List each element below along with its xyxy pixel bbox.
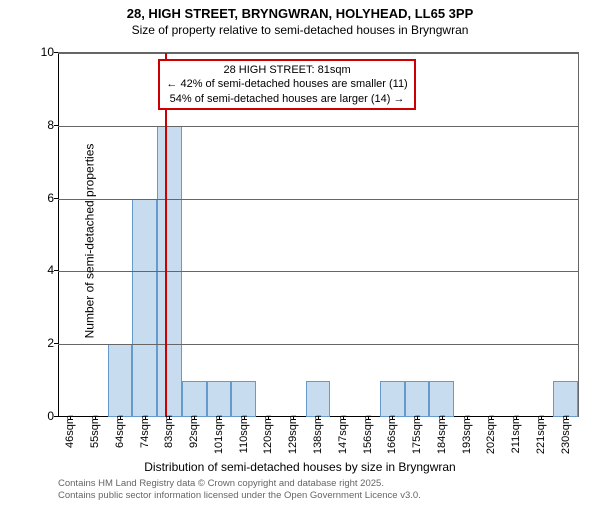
xtick-mark xyxy=(541,416,542,420)
xtick-label: 147sqm xyxy=(337,415,349,465)
xtick-label: 83sqm xyxy=(163,415,175,465)
xtick-mark xyxy=(244,416,245,420)
ytick-label: 6 xyxy=(47,191,54,205)
xtick-label: 175sqm xyxy=(411,415,423,465)
ytick-mark xyxy=(54,270,58,271)
xtick-mark xyxy=(368,416,369,420)
grid-line xyxy=(58,271,578,272)
xtick-mark xyxy=(219,416,220,420)
xtick-label: 46sqm xyxy=(64,415,76,465)
chart-container: 28, HIGH STREET, BRYNGWRAN, HOLYHEAD, LL… xyxy=(0,6,600,506)
xtick-label: 120sqm xyxy=(262,415,274,465)
grid-line xyxy=(58,199,578,200)
xtick-mark xyxy=(566,416,567,420)
ytick-mark xyxy=(54,416,58,417)
xtick-mark xyxy=(318,416,319,420)
xtick-label: 184sqm xyxy=(436,415,448,465)
grid-line xyxy=(58,53,578,54)
footer-line1: Contains HM Land Registry data © Crown c… xyxy=(58,478,421,490)
histogram-bar xyxy=(306,381,331,417)
xtick-mark xyxy=(169,416,170,420)
histogram-bar xyxy=(132,199,157,417)
ytick-mark xyxy=(54,52,58,53)
ytick-mark xyxy=(54,198,58,199)
ytick-label: 2 xyxy=(47,336,54,350)
xtick-mark xyxy=(293,416,294,420)
histogram-bar xyxy=(108,344,133,417)
xtick-label: 101sqm xyxy=(213,415,225,465)
xtick-label: 92sqm xyxy=(188,415,200,465)
callout-line3: 54% of semi-detached houses are larger (… xyxy=(166,92,407,106)
xtick-label: 138sqm xyxy=(312,415,324,465)
y-axis-label: Number of semi-detached properties xyxy=(82,144,96,339)
xtick-label: 193sqm xyxy=(461,415,473,465)
histogram-bar xyxy=(380,381,405,417)
ytick-mark xyxy=(54,125,58,126)
x-axis-label: Distribution of semi-detached houses by … xyxy=(0,460,600,474)
histogram-bar xyxy=(207,381,232,417)
xtick-label: 55sqm xyxy=(89,415,101,465)
xtick-mark xyxy=(145,416,146,420)
xtick-mark xyxy=(95,416,96,420)
xtick-label: 129sqm xyxy=(287,415,299,465)
xtick-mark xyxy=(417,416,418,420)
xtick-label: 110sqm xyxy=(238,415,250,465)
ytick-label: 4 xyxy=(47,263,54,277)
footer: Contains HM Land Registry data © Crown c… xyxy=(58,478,421,502)
xtick-mark xyxy=(343,416,344,420)
xtick-mark xyxy=(194,416,195,420)
xtick-label: 202sqm xyxy=(485,415,497,465)
histogram-bar xyxy=(553,381,578,417)
xtick-label: 156sqm xyxy=(362,415,374,465)
xtick-mark xyxy=(442,416,443,420)
y-axis xyxy=(58,53,59,417)
histogram-bar xyxy=(429,381,454,417)
callout-line2: ← 42% of semi-detached houses are smalle… xyxy=(166,77,407,91)
xtick-mark xyxy=(120,416,121,420)
ytick-label: 8 xyxy=(47,118,54,132)
grid-line xyxy=(58,344,578,345)
xtick-mark xyxy=(467,416,468,420)
ytick-label: 10 xyxy=(41,45,54,59)
xtick-mark xyxy=(392,416,393,420)
plot-area: 28 HIGH STREET: 81sqm ← 42% of semi-deta… xyxy=(58,52,579,417)
xtick-label: 74sqm xyxy=(139,415,151,465)
callout-line1: 28 HIGH STREET: 81sqm xyxy=(166,63,407,77)
xtick-label: 64sqm xyxy=(114,415,126,465)
xtick-mark xyxy=(516,416,517,420)
xtick-mark xyxy=(70,416,71,420)
xtick-label: 230sqm xyxy=(560,415,572,465)
histogram-bar xyxy=(405,381,430,417)
xtick-label: 166sqm xyxy=(386,415,398,465)
histogram-bar xyxy=(182,381,207,417)
xtick-mark xyxy=(268,416,269,420)
chart-title: 28, HIGH STREET, BRYNGWRAN, HOLYHEAD, LL… xyxy=(0,6,600,21)
callout-box: 28 HIGH STREET: 81sqm ← 42% of semi-deta… xyxy=(158,59,415,110)
xtick-label: 211sqm xyxy=(510,415,522,465)
chart-subtitle: Size of property relative to semi-detach… xyxy=(0,23,600,37)
xtick-label: 221sqm xyxy=(535,415,547,465)
ytick-mark xyxy=(54,343,58,344)
xtick-mark xyxy=(491,416,492,420)
ytick-label: 0 xyxy=(47,409,54,423)
histogram-bar xyxy=(231,381,256,417)
grid-line xyxy=(58,126,578,127)
